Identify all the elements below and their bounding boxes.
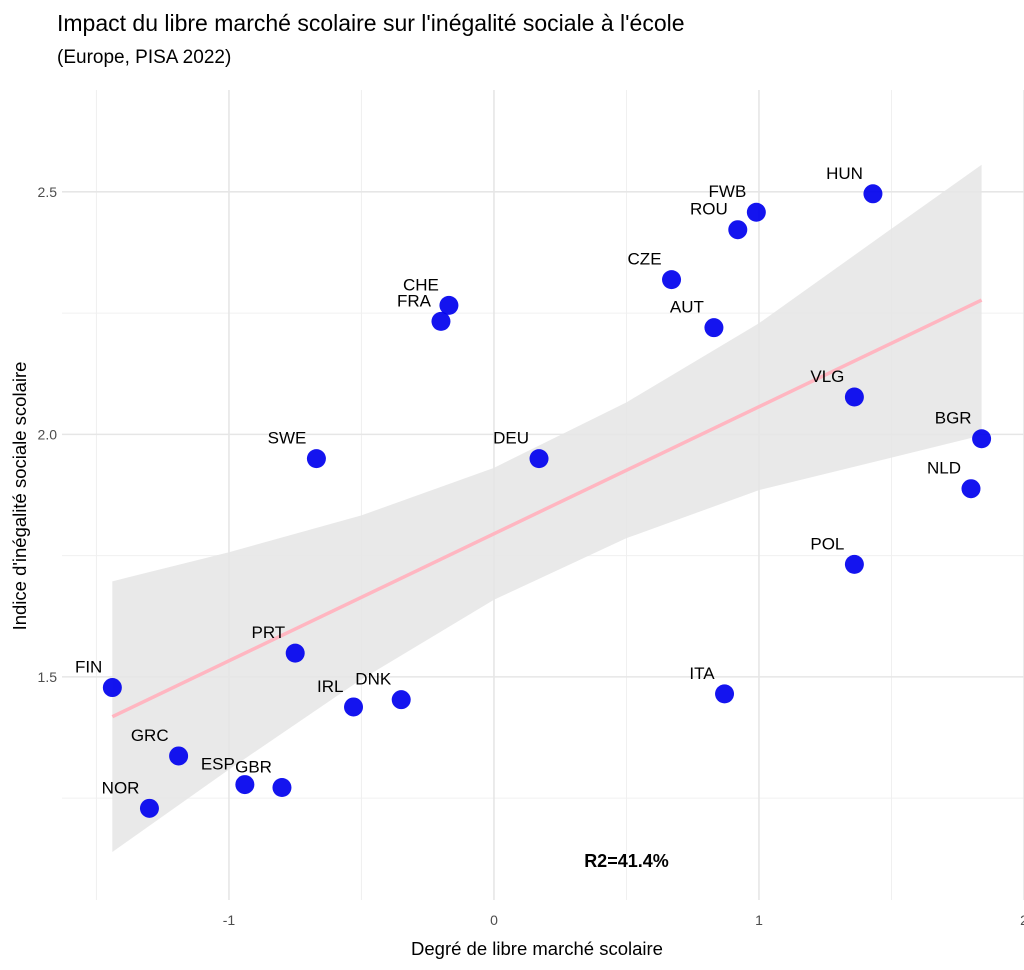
data-point-deu bbox=[529, 449, 549, 469]
data-point-fin bbox=[102, 678, 122, 698]
chart-title: Impact du libre marché scolaire sur l'in… bbox=[57, 10, 685, 36]
point-label-deu: DEU bbox=[493, 429, 529, 448]
data-point-bgr bbox=[972, 429, 992, 449]
data-point-grc bbox=[169, 746, 189, 766]
point-label-swe: SWE bbox=[268, 429, 307, 448]
y-axis-ticks: 1.5 2.0 2.5 bbox=[38, 184, 58, 685]
data-point-vlg bbox=[844, 387, 864, 407]
data-point-che bbox=[439, 295, 459, 315]
y-axis-title: Indice d'inégalité sociale scolaire bbox=[9, 362, 30, 631]
point-label-grc: GRC bbox=[131, 726, 169, 745]
point-label-bgr: BGR bbox=[935, 409, 972, 428]
regression-line bbox=[111, 298, 983, 719]
point-label-nld: NLD bbox=[927, 459, 961, 478]
data-point-swe bbox=[306, 449, 326, 469]
point-label-fwb: FWB bbox=[709, 182, 747, 201]
point-label-esp: ESP bbox=[201, 755, 235, 774]
data-point-pol bbox=[844, 554, 864, 574]
y-tick-label: 1.5 bbox=[38, 669, 58, 685]
data-point-rou bbox=[728, 220, 748, 240]
points-layer bbox=[102, 184, 992, 818]
point-label-ita: ITA bbox=[689, 664, 715, 683]
data-point-ita bbox=[715, 684, 735, 704]
x-tick-label: -1 bbox=[223, 912, 236, 928]
regression-line-layer bbox=[111, 298, 983, 719]
data-point-hun bbox=[863, 184, 883, 204]
y-tick-label: 2.5 bbox=[38, 184, 58, 200]
point-label-fra: FRA bbox=[397, 291, 432, 310]
data-point-gbr bbox=[272, 777, 292, 797]
data-point-fwb bbox=[746, 202, 766, 222]
point-label-vlg: VLG bbox=[810, 367, 844, 386]
x-tick-label: 2 bbox=[1020, 912, 1024, 928]
x-axis-title: Degré de libre marché scolaire bbox=[411, 938, 663, 959]
data-point-esp bbox=[235, 775, 255, 795]
data-point-aut bbox=[704, 318, 724, 338]
point-label-pol: POL bbox=[810, 534, 844, 553]
data-point-fra bbox=[431, 311, 451, 331]
data-point-nld bbox=[961, 479, 981, 499]
point-label-irl: IRL bbox=[317, 677, 343, 696]
point-label-hun: HUN bbox=[826, 164, 863, 183]
data-point-dnk bbox=[391, 690, 411, 710]
point-label-gbr: GBR bbox=[235, 757, 272, 776]
point-label-cze: CZE bbox=[628, 250, 662, 269]
data-point-nor bbox=[139, 798, 159, 818]
x-tick-label: 0 bbox=[490, 912, 498, 928]
data-point-prt bbox=[285, 643, 305, 663]
data-point-cze bbox=[662, 270, 682, 290]
x-axis-ticks: -1 0 1 2 bbox=[223, 912, 1024, 928]
point-label-nor: NOR bbox=[102, 778, 140, 797]
x-tick-label: 1 bbox=[755, 912, 763, 928]
point-label-fin: FIN bbox=[75, 658, 102, 677]
data-point-irl bbox=[344, 697, 364, 717]
point-label-che: CHE bbox=[403, 275, 439, 294]
y-tick-label: 2.0 bbox=[38, 426, 58, 442]
point-label-rou: ROU bbox=[690, 200, 728, 219]
point-label-dnk: DNK bbox=[355, 670, 392, 689]
r2-annotation: R2=41.4% bbox=[584, 851, 669, 871]
point-label-aut: AUT bbox=[670, 298, 704, 317]
chart-subtitle: (Europe, PISA 2022) bbox=[57, 47, 232, 68]
point-label-prt: PRT bbox=[252, 623, 286, 642]
